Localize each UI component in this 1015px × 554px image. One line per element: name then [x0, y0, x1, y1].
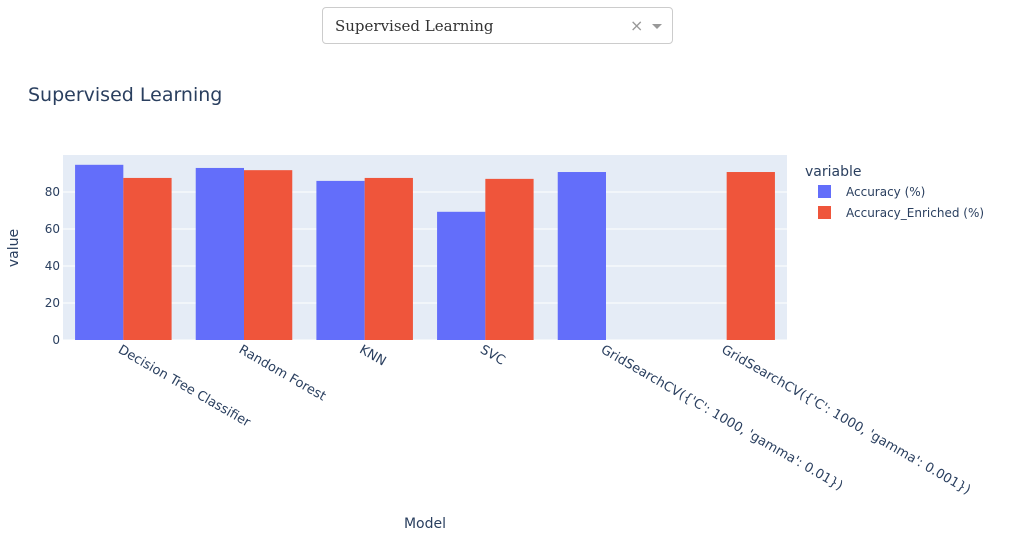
bar-accuracy[interactable] — [195, 167, 244, 340]
bar-accuracy-enriched[interactable] — [123, 177, 172, 340]
bar-accuracy-enriched[interactable] — [485, 178, 534, 340]
bar-accuracy[interactable] — [557, 172, 606, 340]
bar-accuracy[interactable] — [316, 180, 365, 340]
y-tick-label: 0 — [52, 333, 60, 347]
bar-accuracy-enriched[interactable] — [244, 170, 293, 340]
x-tick-label: GridSearchCV({'C': 1000, 'gamma': 0.001}… — [719, 342, 973, 498]
dropdown-selected-value: Supervised Learning — [335, 17, 494, 35]
clear-icon[interactable]: × — [630, 16, 644, 35]
x-tick-label: Decision Tree Classifier — [115, 342, 253, 430]
legend-swatch[interactable] — [818, 185, 831, 198]
y-axis-label: value — [6, 229, 22, 267]
plot-area — [63, 155, 787, 340]
chart-title: Supervised Learning — [28, 84, 222, 106]
chevron-down-icon[interactable] — [652, 24, 662, 29]
y-tick-label: 80 — [45, 185, 60, 199]
x-tick-label: SVC — [477, 342, 507, 368]
bar-accuracy[interactable] — [437, 211, 486, 340]
bar-accuracy-enriched[interactable] — [726, 172, 775, 340]
bar-accuracy[interactable] — [75, 164, 124, 340]
legend-label[interactable]: Accuracy (%) — [846, 185, 925, 199]
x-tick-label: GridSearchCV({'C': 1000, 'gamma': 0.01}) — [598, 342, 845, 493]
legend-title: variable — [805, 164, 861, 180]
x-axis-label: Model — [404, 516, 446, 532]
x-tick-label: Random Forest — [236, 342, 328, 404]
y-tick-label: 60 — [45, 222, 60, 236]
legend-label[interactable]: Accuracy_Enriched (%) — [846, 206, 984, 220]
model-type-dropdown[interactable]: Supervised Learning × — [322, 7, 673, 44]
y-tick-label: 20 — [45, 296, 60, 310]
x-tick-label: KNN — [357, 342, 389, 369]
bar-accuracy-enriched[interactable] — [364, 177, 413, 340]
y-tick-label: 40 — [45, 259, 60, 273]
legend-swatch[interactable] — [818, 206, 831, 219]
